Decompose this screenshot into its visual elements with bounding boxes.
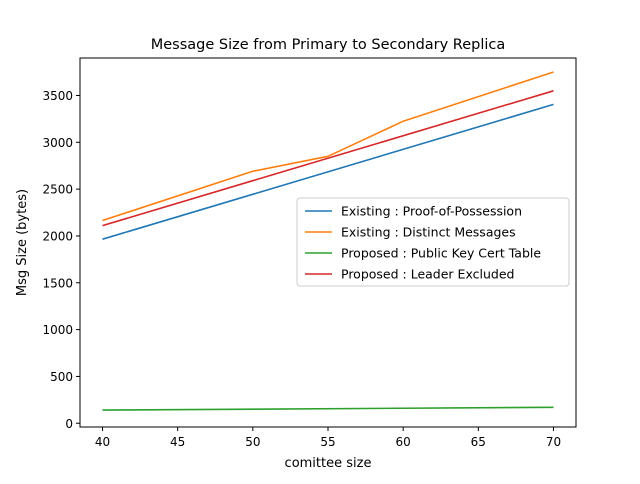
y-axis-label: Msg Size (bytes) xyxy=(15,189,30,296)
x-tick-label: 55 xyxy=(320,435,335,449)
y-tick-label: 0 xyxy=(65,417,73,431)
x-tick-label: 60 xyxy=(396,435,411,449)
y-tick-label: 1000 xyxy=(42,323,73,337)
legend: Existing : Proof-of-Possession Existing :… xyxy=(296,197,570,287)
x-tick-label: 45 xyxy=(170,435,185,449)
x-axis: 40 45 50 55 60 65 70 xyxy=(95,427,561,449)
x-tick-label: 50 xyxy=(245,435,260,449)
y-tick-label: 2000 xyxy=(42,229,73,243)
y-tick-label: 3000 xyxy=(42,136,73,150)
legend-entry-label: Existing : Proof-of-Possession xyxy=(341,204,522,219)
legend-entry-label: Proposed : Public Key Cert Table xyxy=(341,246,541,261)
x-tick-label: 65 xyxy=(471,435,486,449)
series-line-1 xyxy=(102,103,554,240)
y-tick-label: 500 xyxy=(50,370,73,384)
series-line-2 xyxy=(102,71,554,222)
legend-entry-label: Proposed : Leader Excluded xyxy=(341,267,514,282)
x-tick-label: 40 xyxy=(95,435,110,449)
y-axis: 0 500 1000 1500 2000 2500 3000 3500 xyxy=(42,89,80,431)
y-tick-label: 1500 xyxy=(42,276,73,290)
y-tick-label: 2500 xyxy=(42,183,73,197)
chart-title: Message Size from Primary to Secondary R… xyxy=(151,37,506,53)
series-layer xyxy=(102,71,554,411)
series-line-3 xyxy=(102,406,554,411)
x-tick-label: 70 xyxy=(546,435,561,449)
legend-box xyxy=(296,197,570,287)
series-line-4 xyxy=(102,90,554,227)
legend-entry-label: Existing : Distinct Messages xyxy=(341,225,516,240)
y-tick-label: 3500 xyxy=(42,89,73,103)
x-axis-label: comittee size xyxy=(285,456,372,471)
